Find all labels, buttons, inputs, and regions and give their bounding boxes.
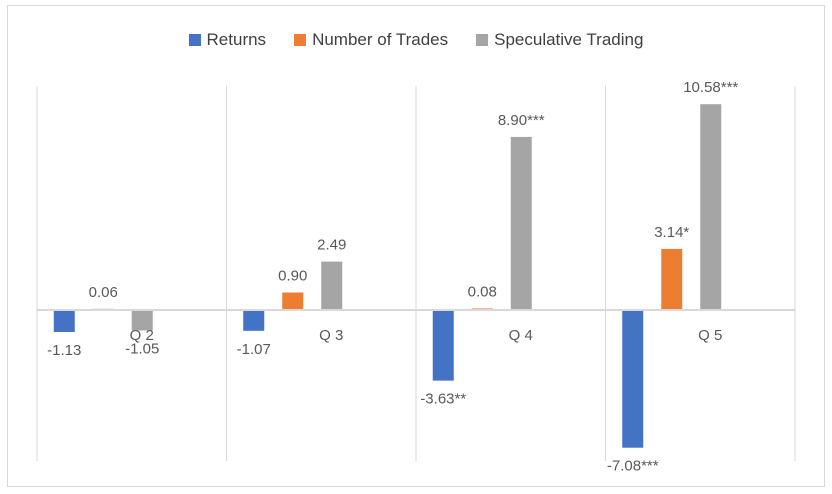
data-label: -1.13 — [47, 342, 81, 359]
bar-returns — [53, 310, 75, 332]
data-label: -1.05 — [125, 340, 159, 357]
legend-item-returns: Returns — [188, 30, 267, 50]
category-label: Q 5 — [698, 327, 722, 344]
category-label: Q 3 — [319, 327, 343, 344]
legend-label-number-of-trades: Number of Trades — [312, 30, 449, 49]
data-label: 0.90 — [278, 267, 307, 284]
bar-speculative-trading — [510, 136, 532, 310]
bar-returns — [243, 310, 265, 331]
data-label: -7.08*** — [607, 458, 659, 475]
bar-speculative-trading — [131, 310, 153, 331]
bar-number-of-trades — [282, 292, 304, 310]
legend-swatch-number-of-trades — [294, 34, 307, 46]
bar-speculative-trading — [321, 261, 343, 310]
category-label: Q 4 — [509, 327, 533, 344]
legend-swatch-returns — [188, 34, 201, 46]
bar-returns — [432, 310, 454, 381]
legend-item-speculative-trading: Speculative Trading — [476, 30, 643, 50]
legend-label-returns: Returns — [206, 30, 267, 49]
bar-returns — [622, 310, 644, 448]
data-label: 8.90*** — [498, 112, 545, 129]
data-label: -1.07 — [237, 341, 271, 358]
data-label: 2.49 — [317, 237, 346, 254]
data-label: 10.58*** — [683, 79, 738, 96]
legend-label-speculative-trading: Speculative Trading — [494, 30, 644, 49]
bar-number-of-trades — [661, 248, 683, 310]
bar-speculative-trading — [700, 104, 722, 311]
data-label: 0.08 — [468, 283, 497, 300]
data-label: 3.14* — [654, 224, 689, 241]
chart-legend: Returns Number of Trades Speculative Tra… — [0, 30, 832, 50]
legend-swatch-speculative-trading — [476, 34, 489, 46]
data-label: 0.06 — [89, 284, 118, 301]
legend-item-number-of-trades: Number of Trades — [294, 30, 448, 50]
data-label: -3.63** — [420, 391, 466, 408]
category-label: Q 2 — [130, 327, 154, 344]
